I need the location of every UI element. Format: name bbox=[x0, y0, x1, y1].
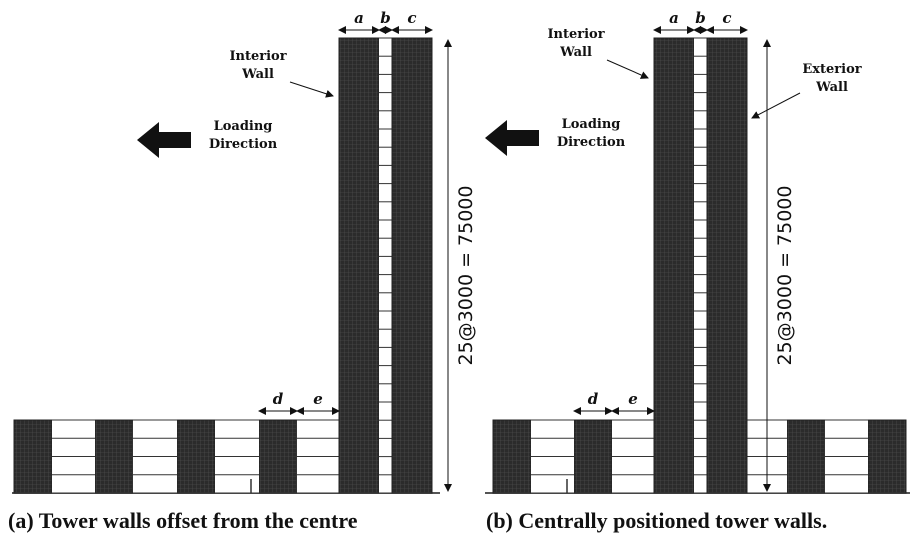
loading-direction-arrow-icon bbox=[485, 120, 539, 156]
dim-a-dimension-label: a bbox=[669, 9, 679, 27]
exterior-wall-label-line2: Wall bbox=[815, 80, 848, 95]
interior-wall-label-line1: Interior bbox=[547, 27, 604, 42]
interior-wall-label-line2: Wall bbox=[241, 67, 274, 82]
interior-wall-label-line2: Wall bbox=[559, 45, 592, 60]
podium-wall-4 bbox=[867, 419, 907, 494]
tower-wall-left bbox=[338, 37, 380, 494]
dim-a-dimension-label: a bbox=[354, 9, 364, 27]
loading-direction-label-line1: Loading bbox=[214, 119, 273, 134]
tower-wall-right bbox=[391, 37, 433, 494]
dim-b-dimension-label: b bbox=[380, 9, 391, 27]
tower-height-dimension-label: 25@3000 = 75000 bbox=[774, 186, 796, 366]
interior-wall-leader bbox=[289, 81, 334, 98]
tower-height-dimension-label: 25@3000 = 75000 bbox=[455, 186, 477, 366]
exterior-wall-label-line1: Exterior bbox=[802, 62, 861, 77]
podium-wall-3 bbox=[786, 419, 826, 494]
podium-wall-4 bbox=[258, 419, 298, 494]
podium-wall-1 bbox=[13, 419, 53, 494]
dim-c-dimension-label: c bbox=[722, 9, 731, 27]
tower-coupling-bay bbox=[694, 38, 707, 493]
loading-direction-label-line1: Loading bbox=[562, 117, 621, 132]
loading-direction-label-line2: Direction bbox=[209, 137, 278, 152]
dim-d-dimension-label: d bbox=[588, 390, 599, 408]
dim-e-dimension-label: e bbox=[628, 390, 638, 408]
tower-wall-right bbox=[706, 37, 748, 494]
dim-c-dimension-label: c bbox=[407, 9, 416, 27]
caption-b: (b) Centrally positioned tower walls. bbox=[486, 508, 828, 533]
exterior-wall-leader bbox=[751, 92, 801, 119]
panel-b-diagram: a b c d e 25@3000 = 75000 Loading Direction Inte… bbox=[485, 9, 910, 494]
dim-e-dimension-label: e bbox=[313, 390, 323, 408]
interior-wall-label-line1: Interior bbox=[229, 49, 286, 64]
podium-wall-3 bbox=[176, 419, 216, 494]
loading-direction-arrow-icon bbox=[137, 122, 191, 158]
interior-wall-leader bbox=[606, 59, 649, 79]
tower-wall-left bbox=[653, 37, 695, 494]
dim-b-dimension-label: b bbox=[695, 9, 706, 27]
dim-d-dimension-label: d bbox=[273, 390, 284, 408]
loading-direction-label-line2: Direction bbox=[557, 135, 626, 150]
panel-a-diagram: a b c d e 25@3000 = 75000 Loading Direction Inte… bbox=[12, 9, 477, 494]
caption-a: (a) Tower walls offset from the centre bbox=[8, 508, 358, 533]
podium-wall-2 bbox=[94, 419, 134, 494]
podium-wall-2 bbox=[573, 419, 613, 494]
tower-coupling-bay bbox=[379, 38, 392, 493]
podium-wall-1 bbox=[492, 419, 532, 494]
